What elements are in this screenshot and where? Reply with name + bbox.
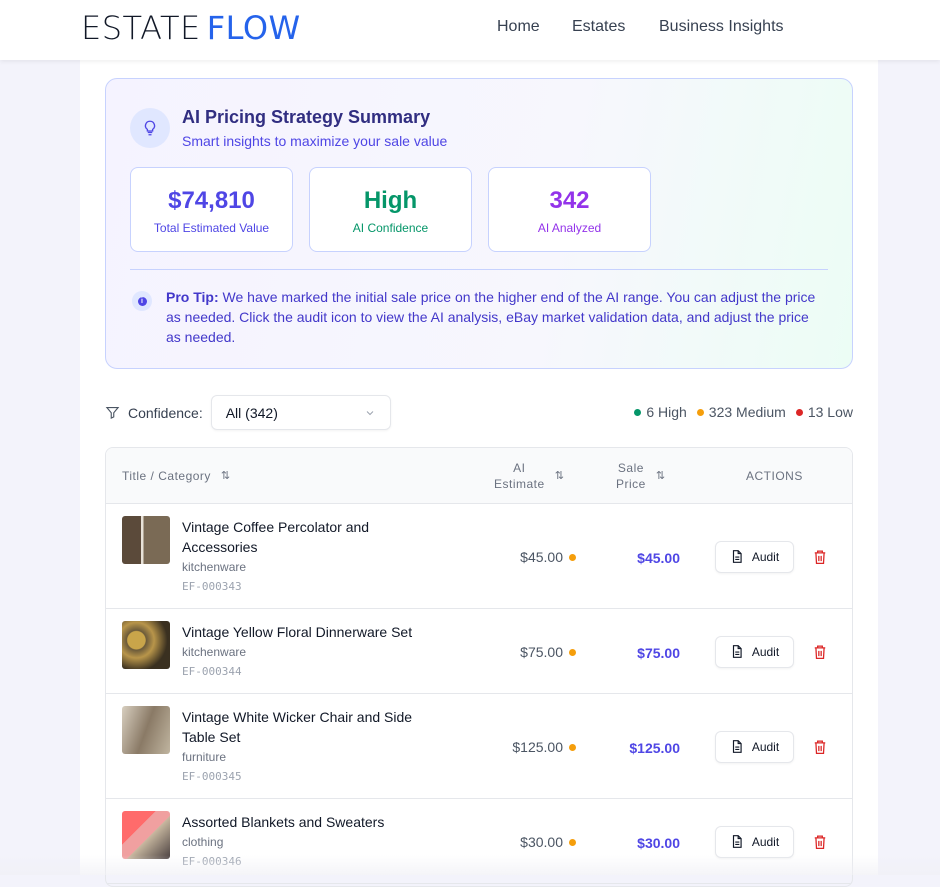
confidence-dot-medium bbox=[569, 838, 576, 846]
item-title[interactable]: Assorted Blankets and Sweaters bbox=[182, 814, 385, 830]
trash-icon[interactable] bbox=[813, 644, 827, 660]
sort-icon[interactable]: ⇅ bbox=[220, 470, 231, 482]
item-info: Vintage Yellow Floral Dinnerware Set kit… bbox=[182, 622, 432, 682]
item-title[interactable]: Vintage Yellow Floral Dinnerware Set bbox=[182, 624, 413, 640]
col-sale-price[interactable]: Sale Price ⇅ bbox=[616, 461, 666, 491]
audit-button[interactable]: Audit bbox=[715, 635, 794, 668]
item-thumbnail[interactable] bbox=[122, 706, 170, 754]
document-icon bbox=[732, 835, 742, 848]
document-icon bbox=[732, 550, 742, 563]
count-high: 6 High bbox=[634, 404, 687, 420]
item-category: clothing bbox=[182, 835, 224, 849]
item-sku: EF-000343 bbox=[182, 580, 242, 593]
lightbulb-icon bbox=[130, 108, 170, 148]
summary-subtitle: Smart insights to maximize your sale val… bbox=[182, 133, 448, 149]
item-info: Assorted Blankets and Sweaters clothing … bbox=[182, 812, 432, 872]
confidence-dot-medium bbox=[569, 553, 576, 561]
table-row[interactable]: Vintage Coffee Percolator and Accessorie… bbox=[106, 504, 852, 609]
item-category: kitchenware bbox=[182, 645, 247, 659]
trash-icon[interactable] bbox=[813, 834, 827, 850]
nav-home[interactable]: Home bbox=[497, 18, 540, 35]
item-sku: EF-000345 bbox=[182, 770, 242, 783]
item-category: kitchenware bbox=[182, 560, 247, 574]
confidence-select[interactable]: All (342) bbox=[210, 395, 391, 430]
sort-icon[interactable]: ⇅ bbox=[554, 470, 565, 482]
main-content: AI Pricing Strategy Summary Smart insigh… bbox=[80, 60, 878, 887]
top-nav-bar: ESTATE FLOW Home Estates Business Insight… bbox=[0, 0, 940, 60]
ai-pricing-summary-card: AI Pricing Strategy Summary Smart insigh… bbox=[105, 78, 853, 369]
bottom-fade bbox=[0, 855, 940, 875]
col-title-category[interactable]: Title / Category ⇅ bbox=[122, 469, 231, 483]
ai-estimate: $125.00 bbox=[512, 739, 576, 755]
ai-estimate: $30.00 bbox=[520, 834, 576, 850]
document-icon bbox=[732, 740, 742, 753]
nav-estates[interactable]: Estates bbox=[572, 18, 626, 35]
logo[interactable]: ESTATE FLOW bbox=[81, 9, 301, 47]
col-actions: ACTIONS bbox=[746, 469, 803, 483]
item-info: Vintage White Wicker Chair and Side Tabl… bbox=[182, 707, 432, 787]
sort-icon[interactable]: ⇅ bbox=[655, 470, 666, 482]
audit-button[interactable]: Audit bbox=[715, 540, 794, 573]
item-title[interactable]: Vintage Coffee Percolator and Accessorie… bbox=[182, 519, 370, 555]
ai-estimate: $75.00 bbox=[520, 644, 576, 660]
item-title[interactable]: Vintage White Wicker Chair and Side Tabl… bbox=[182, 709, 413, 745]
info-icon: i bbox=[132, 291, 152, 311]
audit-button[interactable]: Audit bbox=[715, 825, 794, 858]
col-ai-estimate[interactable]: AI Estimate ⇅ bbox=[494, 461, 565, 491]
sale-price[interactable]: $45.00 bbox=[637, 549, 680, 566]
table-header: Title / Category ⇅ AI Estimate ⇅ Sale Price ⇅… bbox=[106, 448, 852, 504]
table-row[interactable]: Vintage Yellow Floral Dinnerware Set kit… bbox=[106, 609, 852, 694]
chevron-down-icon bbox=[366, 410, 374, 415]
items-table: Title / Category ⇅ AI Estimate ⇅ Sale Price ⇅… bbox=[105, 447, 853, 887]
stat-total-value: $74,810 Total Estimated Value bbox=[130, 167, 293, 252]
count-medium: 323 Medium bbox=[696, 404, 786, 420]
stat-ai-confidence: High AI Confidence bbox=[309, 167, 472, 252]
count-low: 13 Low bbox=[795, 404, 853, 420]
sale-price[interactable]: $30.00 bbox=[637, 834, 680, 851]
summary-title: AI Pricing Strategy Summary bbox=[182, 107, 431, 127]
table-row[interactable]: Vintage White Wicker Chair and Side Tabl… bbox=[106, 694, 852, 799]
item-info: Vintage Coffee Percolator and Accessorie… bbox=[182, 517, 432, 597]
item-thumbnail[interactable] bbox=[122, 516, 170, 564]
pro-tip: Pro Tip: We have marked the initial sale… bbox=[166, 289, 816, 345]
document-icon bbox=[732, 645, 742, 658]
stat-ai-analyzed: 342 AI Analyzed bbox=[488, 167, 651, 252]
trash-icon[interactable] bbox=[813, 739, 827, 755]
ai-estimate: $45.00 bbox=[520, 549, 576, 565]
divider bbox=[130, 269, 828, 270]
item-sku: EF-000344 bbox=[182, 665, 242, 678]
audit-button[interactable]: Audit bbox=[715, 730, 794, 763]
nav-business-insights[interactable]: Business Insights bbox=[659, 18, 784, 35]
confidence-dot-medium bbox=[569, 743, 576, 751]
item-thumbnail[interactable] bbox=[122, 621, 170, 669]
sale-price[interactable]: $75.00 bbox=[637, 644, 680, 661]
filter-icon bbox=[105, 406, 120, 420]
confidence-counts: 6 High 323 Medium 13 Low bbox=[634, 404, 853, 420]
sale-price[interactable]: $125.00 bbox=[629, 739, 680, 756]
table-row[interactable]: Assorted Blankets and Sweaters clothing … bbox=[106, 799, 852, 884]
item-thumbnail[interactable] bbox=[122, 811, 170, 859]
confidence-dot-medium bbox=[569, 648, 576, 656]
confidence-filter: Confidence: All (342) bbox=[105, 395, 391, 430]
trash-icon[interactable] bbox=[813, 549, 827, 565]
item-category: furniture bbox=[182, 750, 227, 764]
